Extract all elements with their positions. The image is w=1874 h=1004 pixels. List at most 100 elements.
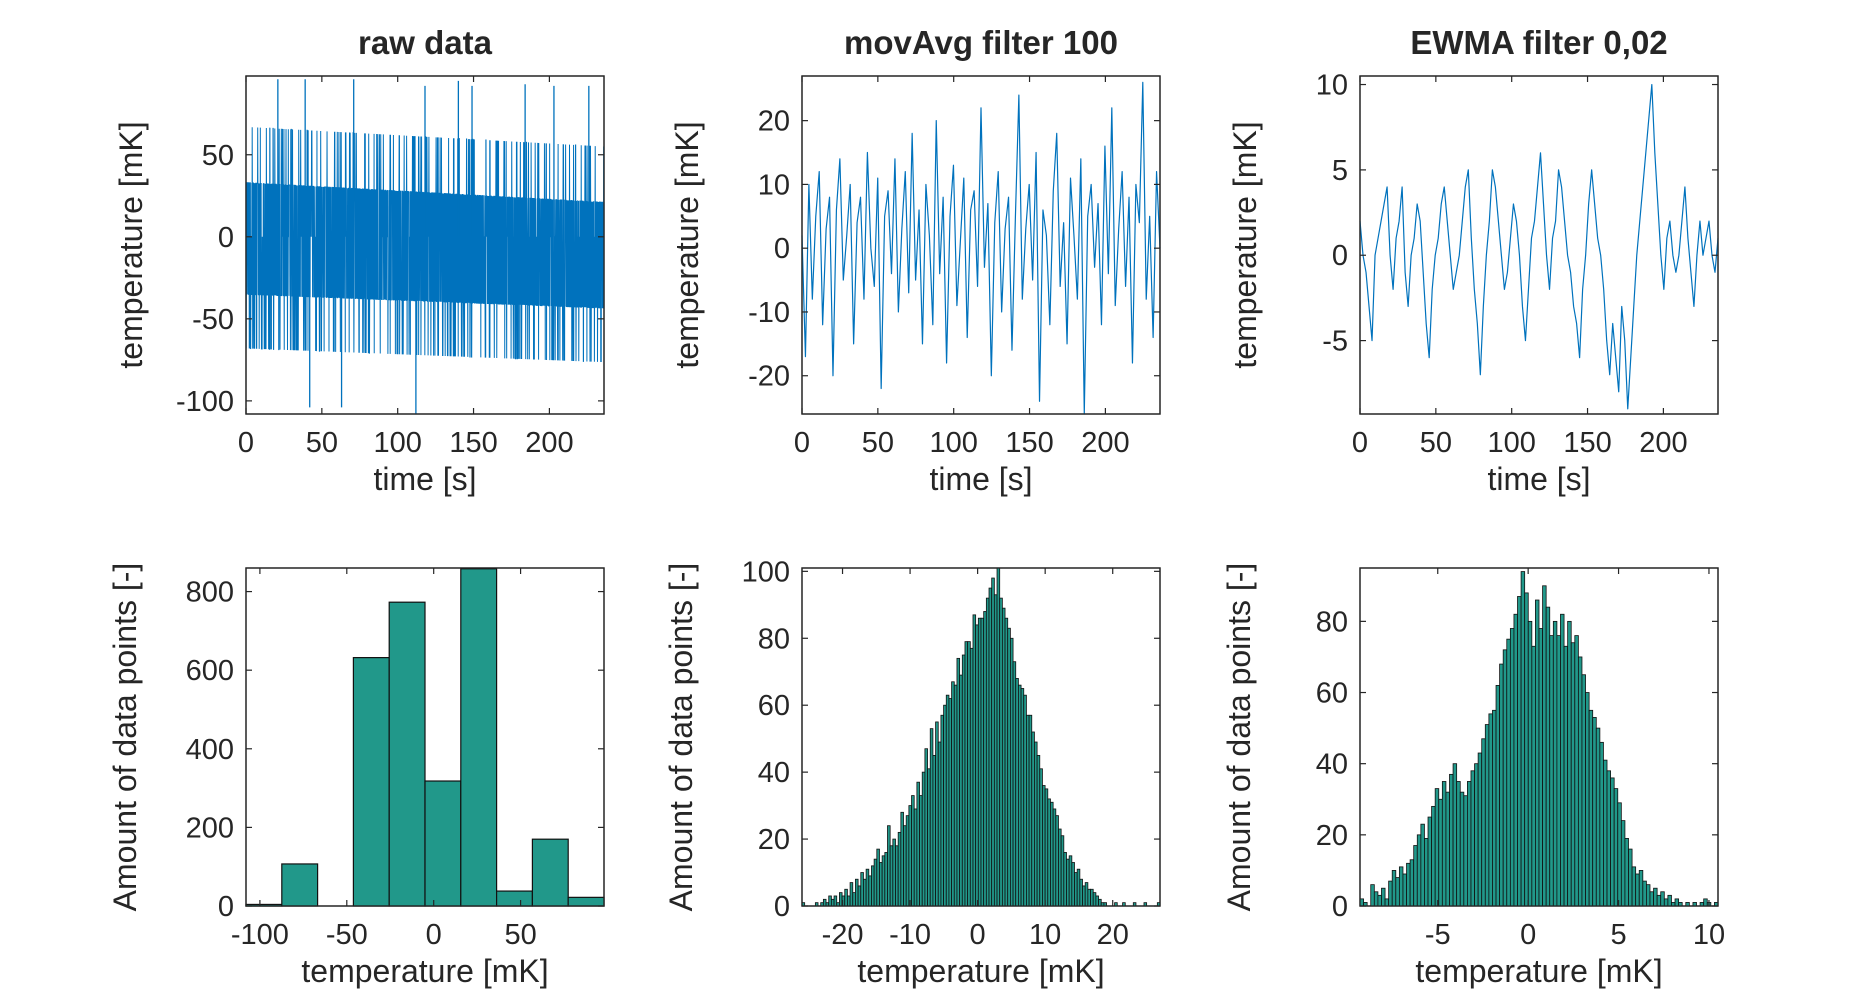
- histogram-bar: [1039, 768, 1043, 907]
- data-marks: [801, 567, 1161, 907]
- histogram-bar: [1370, 884, 1375, 907]
- histogram-bar: [1535, 599, 1540, 907]
- histogram-bar: [1055, 815, 1059, 907]
- x-tick-label: 50: [504, 919, 536, 951]
- histogram-bar: [1431, 805, 1436, 907]
- histogram-bar: [1606, 770, 1612, 907]
- histogram-bar: [1556, 635, 1561, 907]
- x-tick-label: 150: [1563, 427, 1611, 459]
- histogram-bar: [1384, 898, 1390, 907]
- histogram-bar: [1377, 894, 1382, 907]
- histogram-bar: [1660, 891, 1665, 907]
- histogram-bar: [1638, 870, 1644, 907]
- x-axis-label: temperature [mK]: [857, 953, 1104, 989]
- y-axis-label: temperature [mK]: [1227, 121, 1263, 368]
- histogram-bar: [1463, 795, 1468, 907]
- histogram-bar: [1009, 637, 1014, 907]
- chart-4: -100 -50 0 50 0 200 400 600 800 temperature [mK] A…: [107, 563, 605, 989]
- histogram-bar: [1402, 873, 1407, 907]
- histogram-bar: [1047, 798, 1051, 907]
- x-tick-label: 100: [929, 427, 977, 459]
- histogram-bar: [1438, 798, 1443, 907]
- histogram-bar: [1028, 714, 1033, 907]
- histogram-bar: [1020, 688, 1025, 907]
- histogram-bar: [1445, 791, 1450, 907]
- histogram-bar: [1459, 791, 1465, 907]
- histogram-bar: [916, 781, 920, 907]
- histogram-bar: [927, 768, 931, 907]
- histogram-bar: [1434, 788, 1440, 907]
- y-tick-label: 40: [758, 757, 790, 789]
- histogram-bar: [1087, 888, 1091, 907]
- histogram-bar: [424, 780, 462, 907]
- y-tick-label: -100: [176, 386, 234, 418]
- histogram-bar: [1044, 788, 1049, 907]
- chart-5: -20 -10 0 10 20 0 20 40 60 80 100 temperature [mK] A…: [663, 556, 1161, 989]
- y-axis-label: Amount of data points [-]: [663, 563, 699, 912]
- histogram-bar: [900, 811, 904, 907]
- y-tick-label: -5: [1322, 326, 1348, 358]
- histogram-bar: [1381, 887, 1386, 907]
- chart-title: movAvg filter 100: [844, 24, 1118, 61]
- histogram-bar: [1416, 834, 1422, 907]
- histogram-bar: [1026, 714, 1030, 907]
- histogram-bar: [956, 657, 961, 907]
- x-tick-label: 0: [1352, 427, 1368, 459]
- histogram-bar: [1467, 781, 1472, 907]
- series-line: [1359, 83, 1719, 410]
- histogram-bar: [1095, 895, 1099, 907]
- x-tick-label: -100: [231, 919, 289, 951]
- y-tick-label: 0: [1332, 240, 1348, 272]
- y-tick-label: 0: [774, 891, 790, 923]
- data-marks: [801, 81, 1161, 415]
- x-tick-label: 150: [449, 427, 497, 459]
- x-tick-label: 50: [306, 427, 338, 459]
- histogram-bar: [1703, 898, 1708, 907]
- histogram-bar: [1391, 870, 1397, 907]
- histogram-bar: [863, 878, 867, 907]
- histogram-bar: [889, 845, 894, 907]
- histogram-bar: [1667, 894, 1672, 907]
- histogram-bar: [983, 611, 987, 907]
- histogram-bar: [1549, 635, 1554, 907]
- histogram-bar: [975, 624, 979, 907]
- x-axis-label: temperature [mK]: [1415, 953, 1662, 989]
- histogram-bar: [388, 601, 426, 907]
- histogram-bar: [985, 597, 990, 907]
- histogram-bar: [1036, 755, 1041, 907]
- histogram-bar: [881, 855, 886, 907]
- histogram-bar: [1628, 848, 1633, 907]
- histogram-bar: [940, 714, 944, 907]
- histogram-bar: [849, 882, 854, 907]
- histogram-bar: [1477, 752, 1483, 907]
- x-tick-label: -50: [326, 919, 368, 951]
- x-tick-label: 10: [1029, 919, 1061, 951]
- y-tick-label: 200: [186, 812, 234, 844]
- histogram-bar: [1613, 788, 1619, 907]
- histogram-bar: [964, 641, 969, 907]
- x-tick-label: 0: [794, 427, 810, 459]
- y-tick-label: 80: [1316, 606, 1348, 638]
- histogram-bar: [1520, 571, 1526, 907]
- histogram-bar: [352, 657, 390, 907]
- x-tick-label: 100: [373, 427, 421, 459]
- y-axis-label: temperature [mK]: [113, 121, 149, 368]
- histogram-bar: [1015, 678, 1019, 907]
- histogram-bar: [1023, 694, 1027, 907]
- histogram-bar: [833, 895, 838, 907]
- histogram-bar: [951, 681, 955, 907]
- x-tick-label: 100: [1487, 427, 1535, 459]
- histogram-bar: [1052, 808, 1057, 907]
- histogram-bar: [932, 755, 936, 907]
- y-tick-label: -20: [748, 361, 790, 393]
- histogram-bar: [868, 875, 872, 907]
- chart-6: -5 0 5 10 0 20 40 60 80 temperature [mK] Amount of…: [1221, 563, 1725, 989]
- histogram-bar: [1635, 873, 1640, 907]
- x-tick-label: 20: [1097, 919, 1129, 951]
- histogram-bar: [1592, 717, 1597, 907]
- histogram-bar: [1509, 628, 1515, 907]
- data-marks: [245, 79, 605, 414]
- histogram-bar: [908, 805, 912, 907]
- histogram-bar: [1452, 763, 1458, 907]
- x-tick-label: 150: [1005, 427, 1053, 459]
